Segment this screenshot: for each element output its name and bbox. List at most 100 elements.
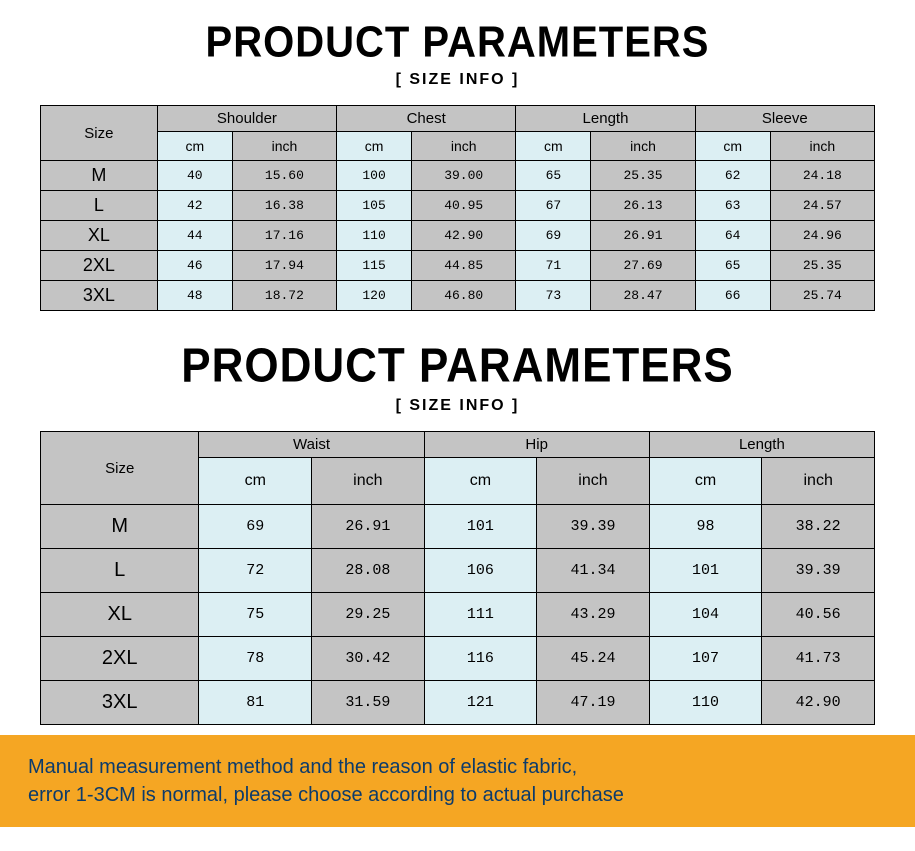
cell-length-inch: 38.22 — [762, 505, 875, 549]
cell-length-cm: 101 — [649, 549, 762, 593]
cell-length-cm: 65 — [516, 161, 591, 191]
size-cell: L — [41, 549, 199, 593]
cell-chest-inch: 40.95 — [412, 191, 516, 221]
unit-cm: cm — [649, 458, 762, 505]
size-cell: 2XL — [41, 637, 199, 681]
cell-sleeve-inch: 25.74 — [770, 281, 874, 311]
cell-hip-cm: 106 — [424, 549, 537, 593]
size-cell: M — [41, 505, 199, 549]
cell-chest-cm: 100 — [337, 161, 412, 191]
notice-line-1: Manual measurement method and the reason… — [28, 756, 577, 778]
cell-hip-inch: 47.19 — [537, 681, 650, 725]
cell-length-cm: 71 — [516, 251, 591, 281]
cell-shoulder-cm: 42 — [157, 191, 232, 221]
cell-shoulder-inch: 15.60 — [232, 161, 336, 191]
size-table-top: Size Shoulder Chest Length Sleeve cm inc… — [40, 105, 875, 311]
cell-chest-inch: 46.80 — [412, 281, 516, 311]
header-size: Size — [41, 106, 158, 161]
cell-length-inch: 42.90 — [762, 681, 875, 725]
cell-length-inch: 26.91 — [591, 221, 695, 251]
cell-hip-inch: 41.34 — [537, 549, 650, 593]
cell-waist-cm: 78 — [199, 637, 312, 681]
cell-sleeve-cm: 64 — [695, 221, 770, 251]
header-row-groups: Size Waist Hip Length — [41, 432, 875, 458]
cell-hip-cm: 121 — [424, 681, 537, 725]
cell-length-cm: 98 — [649, 505, 762, 549]
header-sleeve: Sleeve — [695, 106, 874, 132]
title-2: PRODUCT PARAMETERS — [40, 339, 875, 394]
table-row: 3XL4818.7212046.807328.476625.74 — [41, 281, 875, 311]
cell-waist-inch: 30.42 — [312, 637, 425, 681]
table-row: 3XL8131.5912147.1911042.90 — [41, 681, 875, 725]
cell-length-inch: 27.69 — [591, 251, 695, 281]
size-cell: 2XL — [41, 251, 158, 281]
cell-chest-cm: 115 — [337, 251, 412, 281]
cell-shoulder-inch: 18.72 — [232, 281, 336, 311]
cell-sleeve-cm: 65 — [695, 251, 770, 281]
unit-inch: inch — [762, 458, 875, 505]
header-hip: Hip — [424, 432, 649, 458]
unit-cm: cm — [695, 132, 770, 161]
cell-shoulder-inch: 17.94 — [232, 251, 336, 281]
cell-shoulder-inch: 16.38 — [232, 191, 336, 221]
section-bottom-size-chart: PRODUCT PARAMETERS [ SIZE INFO ] Size Wa… — [0, 321, 915, 735]
cell-length-inch: 40.56 — [762, 593, 875, 637]
cell-chest-inch: 39.00 — [412, 161, 516, 191]
table-row: 2XL4617.9411544.857127.696525.35 — [41, 251, 875, 281]
cell-length-inch: 26.13 — [591, 191, 695, 221]
unit-inch: inch — [591, 132, 695, 161]
header-row-units: cm inch cm inch cm inch cm inch — [41, 132, 875, 161]
cell-shoulder-cm: 46 — [157, 251, 232, 281]
cell-length-inch: 25.35 — [591, 161, 695, 191]
cell-waist-inch: 26.91 — [312, 505, 425, 549]
subtitle-2: [ SIZE INFO ] — [40, 397, 875, 415]
cell-hip-cm: 116 — [424, 637, 537, 681]
cell-hip-inch: 43.29 — [537, 593, 650, 637]
unit-cm: cm — [516, 132, 591, 161]
cell-length-cm: 69 — [516, 221, 591, 251]
size-cell: M — [41, 161, 158, 191]
table-row: XL4417.1611042.906926.916424.96 — [41, 221, 875, 251]
cell-hip-inch: 45.24 — [537, 637, 650, 681]
notice-line-2: error 1-3CM is normal, please choose acc… — [28, 784, 624, 806]
header-chest: Chest — [337, 106, 516, 132]
cell-length-inch: 28.47 — [591, 281, 695, 311]
cell-hip-cm: 111 — [424, 593, 537, 637]
cell-length-cm: 67 — [516, 191, 591, 221]
size-cell: 3XL — [41, 681, 199, 725]
header-length: Length — [649, 432, 874, 458]
cell-length-cm: 110 — [649, 681, 762, 725]
cell-chest-cm: 105 — [337, 191, 412, 221]
unit-inch: inch — [537, 458, 650, 505]
cell-chest-cm: 110 — [337, 221, 412, 251]
cell-length-inch: 41.73 — [762, 637, 875, 681]
unit-cm: cm — [157, 132, 232, 161]
section-top-size-chart: PRODUCT PARAMETERS [ SIZE INFO ] Size Sh… — [0, 0, 915, 321]
cell-waist-cm: 72 — [199, 549, 312, 593]
cell-waist-inch: 31.59 — [312, 681, 425, 725]
cell-shoulder-cm: 48 — [157, 281, 232, 311]
cell-shoulder-inch: 17.16 — [232, 221, 336, 251]
table-row: L4216.3810540.956726.136324.57 — [41, 191, 875, 221]
size-cell: XL — [41, 593, 199, 637]
cell-chest-cm: 120 — [337, 281, 412, 311]
unit-cm: cm — [199, 458, 312, 505]
cell-sleeve-inch: 24.96 — [770, 221, 874, 251]
cell-sleeve-inch: 24.57 — [770, 191, 874, 221]
cell-length-cm: 104 — [649, 593, 762, 637]
cell-waist-inch: 28.08 — [312, 549, 425, 593]
measurement-notice: Manual measurement method and the reason… — [0, 735, 915, 827]
table-row: XL7529.2511143.2910440.56 — [41, 593, 875, 637]
size-table-bottom: Size Waist Hip Length cm inch cm inch cm… — [40, 431, 875, 725]
table-row: L7228.0810641.3410139.39 — [41, 549, 875, 593]
table-row: 2XL7830.4211645.2410741.73 — [41, 637, 875, 681]
table-row: M6926.9110139.399838.22 — [41, 505, 875, 549]
cell-length-inch: 39.39 — [762, 549, 875, 593]
cell-sleeve-cm: 63 — [695, 191, 770, 221]
unit-cm: cm — [424, 458, 537, 505]
header-length: Length — [516, 106, 695, 132]
header-shoulder: Shoulder — [157, 106, 336, 132]
cell-shoulder-cm: 40 — [157, 161, 232, 191]
unit-inch: inch — [412, 132, 516, 161]
cell-hip-inch: 39.39 — [537, 505, 650, 549]
